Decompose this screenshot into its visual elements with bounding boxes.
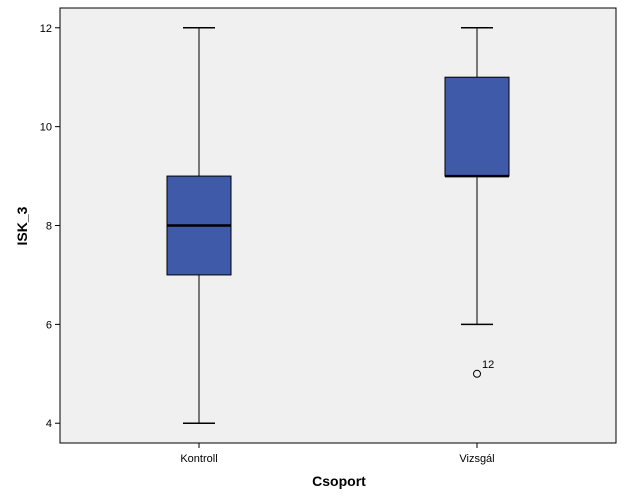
y-tick-label: 6 — [46, 319, 52, 331]
outlier-point — [473, 369, 481, 378]
box-vizsgál: 12 — [444, 27, 510, 378]
plot-area — [59, 7, 617, 444]
boxes-group: 12 — [166, 27, 510, 424]
y-tick-label: 10 — [40, 122, 52, 134]
y-tick-label: 4 — [46, 418, 52, 430]
y-tick-label: 12 — [40, 23, 52, 35]
y-tick-label: 8 — [46, 221, 52, 233]
x-axis: Kontroll Vizsgál — [180, 443, 495, 465]
y-axis-title: ISK_3 — [14, 206, 30, 245]
y-axis: 4 6 8 10 12 — [40, 23, 60, 430]
x-tick-label: Vizsgál — [459, 453, 494, 465]
box-iqr — [444, 76, 510, 177]
x-axis-title: Csoport — [312, 473, 366, 489]
x-tick-label: Kontroll — [180, 453, 217, 465]
outlier-label: 12 — [482, 359, 494, 371]
box-kontroll — [166, 27, 232, 424]
